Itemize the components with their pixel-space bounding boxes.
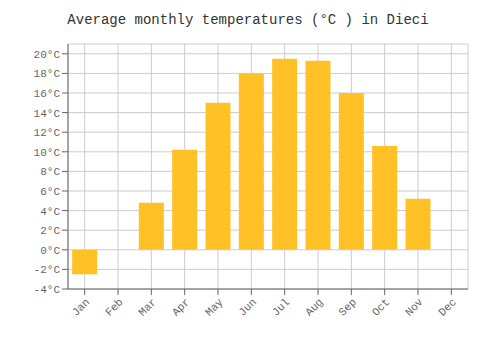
svg-text:0°C: 0°C (40, 245, 60, 257)
svg-text:14°C: 14°C (34, 108, 61, 120)
svg-text:8°C: 8°C (40, 166, 60, 178)
svg-text:Feb: Feb (103, 296, 125, 318)
svg-text:Jun: Jun (236, 296, 258, 318)
svg-text:18°C: 18°C (34, 68, 61, 80)
svg-text:Nov: Nov (403, 296, 426, 319)
svg-text:Jul: Jul (270, 296, 292, 318)
svg-text:2°C: 2°C (40, 225, 60, 237)
svg-text:-4°C: -4°C (34, 284, 61, 296)
svg-text:May: May (203, 296, 226, 319)
html-text:Average monthly temperatures (: Average monthly temperatures (°C ) in Di… (67, 12, 429, 28)
svg-text:4°C: 4°C (40, 206, 60, 218)
svg-text:12°C: 12°C (34, 127, 61, 139)
svg-text:Apr: Apr (170, 296, 192, 318)
svg-text:20°C: 20°C (34, 49, 61, 61)
svg-text:Aug: Aug (303, 296, 325, 318)
svg-text:Sep: Sep (336, 296, 358, 318)
svg-text:10°C: 10°C (34, 147, 61, 159)
svg-text:Jan: Jan (70, 296, 92, 318)
svg-text:-2°C: -2°C (34, 264, 61, 276)
svg-text:Dec: Dec (436, 296, 458, 318)
svg-text:6°C: 6°C (40, 186, 60, 198)
svg-text:16°C: 16°C (34, 88, 61, 100)
svg-text:Oct: Oct (370, 296, 392, 318)
svg-text:Mar: Mar (136, 296, 158, 318)
